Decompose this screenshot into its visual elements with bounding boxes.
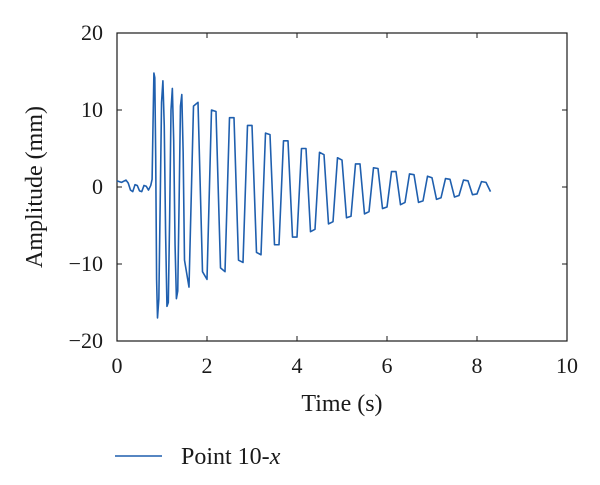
x-tick-label: 8 (472, 353, 483, 378)
legend-label-variable: x (269, 444, 281, 470)
x-tick-label: 2 (202, 353, 213, 378)
legend-label-point-10-x: Point 10-x (181, 444, 281, 470)
y-tick-label: −10 (69, 251, 103, 276)
legend-label-prefix: Point 10- (181, 444, 270, 470)
y-tick-label: −20 (69, 328, 103, 353)
y-tick-label: 20 (81, 20, 103, 45)
plot-area (116, 32, 568, 342)
x-tick-label: 0 (112, 353, 123, 378)
x-axis-label: Time (s) (301, 391, 382, 417)
legend: Point 10-x (115, 444, 281, 470)
x-tick-label: 10 (556, 353, 578, 378)
y-tick-label: 0 (92, 174, 103, 199)
series-line-point-10-x (116, 72, 492, 319)
x-tick-label: 4 (292, 353, 303, 378)
y-axis-ticks: −20 −10 0 10 20 (69, 20, 567, 353)
y-axis-label: Amplitude (mm) (22, 106, 48, 268)
y-tick-label: 10 (81, 97, 103, 122)
x-tick-label: 6 (382, 353, 393, 378)
x-axis-ticks: 0 2 4 6 8 10 (112, 33, 578, 378)
